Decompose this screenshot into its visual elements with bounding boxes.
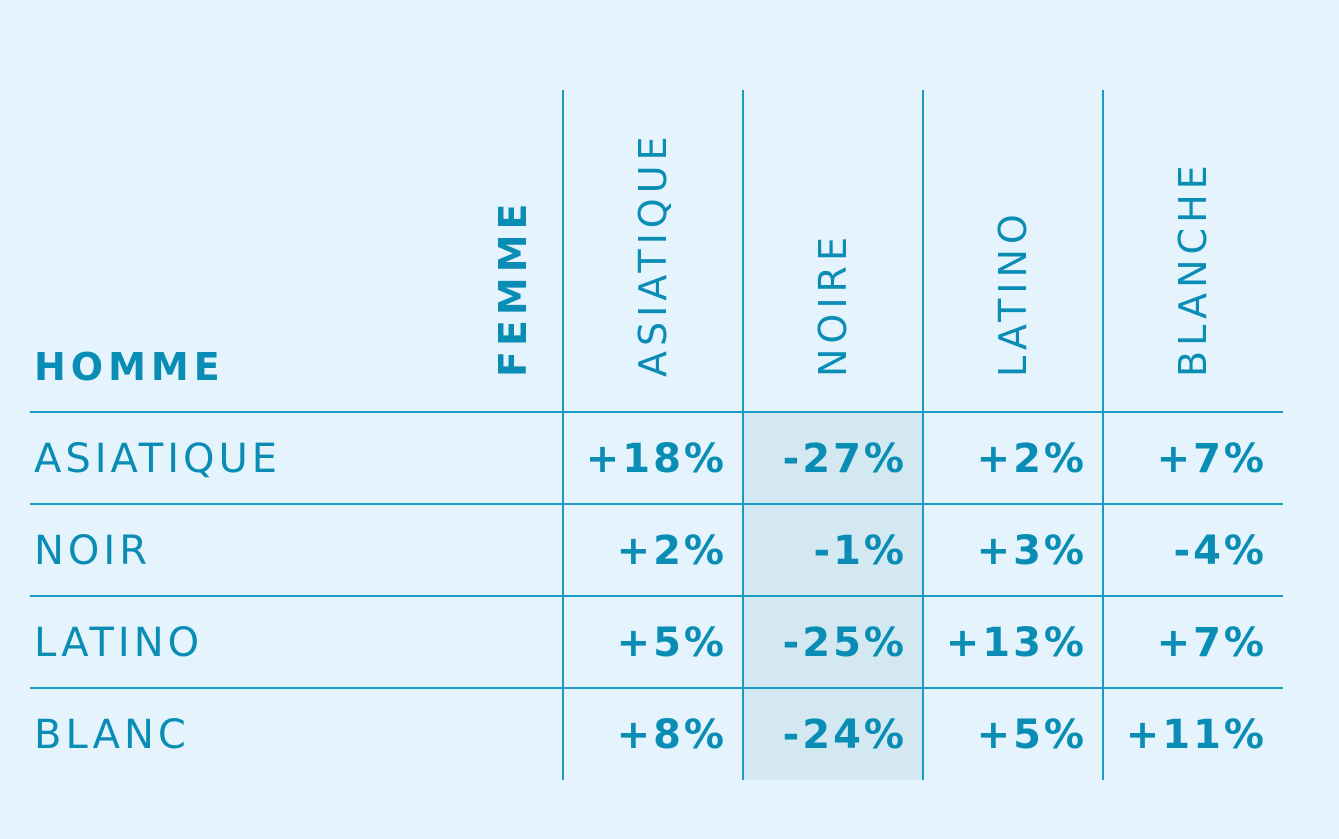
cell-value: +7% [1157,436,1267,482]
cell-value: +5% [617,620,727,666]
cell-value: +5% [977,712,1087,758]
column-header: BLANCHE [1171,160,1215,377]
cell-value: +3% [977,528,1087,574]
cell-value: +18% [586,436,727,482]
row-label: ASIATIQUE [34,436,281,482]
cell-value: -24% [783,712,907,758]
cell-value: +13% [946,620,1087,666]
cell-value: -27% [783,436,907,482]
row-label: LATINO [34,620,203,666]
cell-value: +11% [1126,712,1267,758]
cell-value: +2% [617,528,727,574]
column-header: ASIATIQUE [631,131,675,377]
column-header: NOIRE [811,232,855,377]
column-header: LATINO [991,209,1035,377]
col-title: FEMME [491,198,535,377]
cell-value: -4% [1173,528,1267,574]
cell-value: -1% [813,528,907,574]
cell-value: +7% [1157,620,1267,666]
row-label: BLANC [34,712,190,758]
cell-value: -25% [783,620,907,666]
cell-value: +8% [617,712,727,758]
row-title: HOMME [34,345,225,389]
cell-value: +2% [977,436,1087,482]
row-label: NOIR [34,528,151,574]
